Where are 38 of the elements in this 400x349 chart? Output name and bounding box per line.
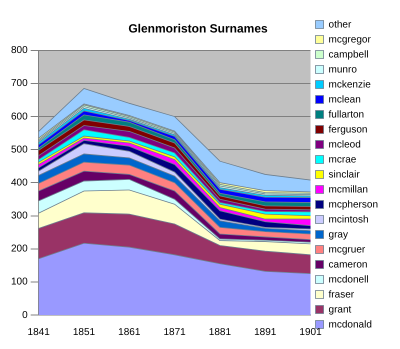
y-tick-label: 100 [10, 276, 28, 288]
legend-label: grant [328, 304, 352, 316]
legend-label: mcrae [328, 154, 357, 166]
legend-label: mcleod [328, 139, 361, 150]
legend-label: other [328, 19, 352, 30]
legend-label: mcdonald [328, 319, 372, 330]
legend-label: mcmillan [328, 184, 368, 196]
legend-label: mcpherson [328, 199, 378, 210]
x-tick-label: 1851 [72, 326, 96, 338]
legend-label: mcintosh [328, 214, 369, 226]
y-tick-label: 800 [10, 45, 28, 56]
legend-label: ferguson [328, 124, 368, 136]
x-tick-label: 1861 [118, 326, 141, 338]
legend-label: mcgregor [328, 34, 372, 46]
legend-label: gray [328, 229, 348, 240]
x-tick-label: 1841 [28, 326, 50, 338]
chart-title: Glenmoriston Surnames [128, 22, 268, 36]
y-tick-label: 500 [10, 144, 28, 156]
x-tick-label: 1891 [254, 326, 277, 338]
legend-label: fraser [328, 289, 355, 300]
y-tick-label: 600 [10, 111, 28, 122]
x-tick-label: 1881 [208, 326, 232, 338]
y-tick-label: 700 [10, 78, 28, 90]
x-tick-label: 1871 [163, 326, 186, 338]
legend-label: mckenzie [328, 79, 372, 90]
y-tick-label: 0 [22, 310, 28, 321]
legend-label: munro [328, 64, 358, 76]
legend-label: mclean [328, 94, 361, 106]
legend-label: cameron [328, 259, 368, 270]
y-tick-label: 200 [10, 244, 28, 255]
x-tick-label: 1901 [299, 326, 322, 338]
y-tick-label: 400 [10, 177, 28, 188]
legend-label: mcdonell [328, 274, 369, 286]
legend-label: fullarton [328, 109, 364, 120]
legend-label: sinclair [328, 169, 360, 180]
legend-label: campbell [328, 49, 369, 60]
y-tick-label: 300 [10, 210, 28, 222]
legend-label: mcgruer [328, 244, 366, 256]
